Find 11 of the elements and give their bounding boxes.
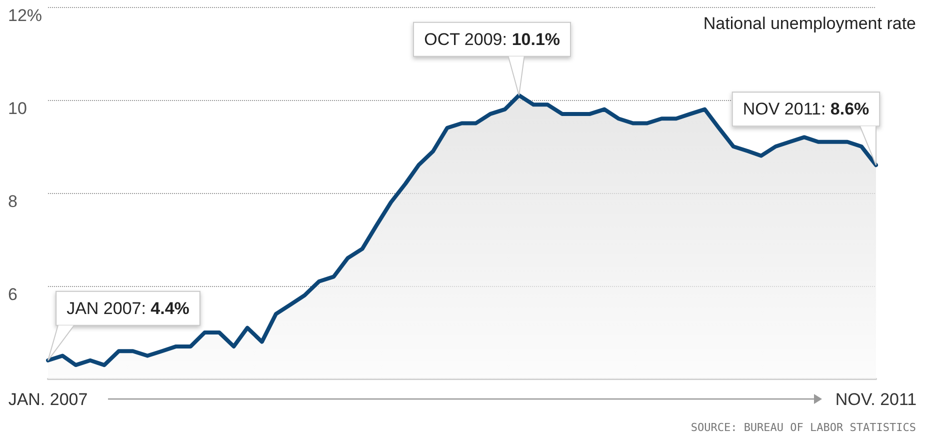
y-tick-label: 6 xyxy=(8,285,18,304)
chart-title: National unemployment rate xyxy=(703,14,916,33)
annotation: JAN 2007: 4.4% xyxy=(66,298,190,318)
annotation: OCT 2009: 10.1% xyxy=(424,30,560,49)
y-tick-label: 10 xyxy=(8,99,27,118)
annotation: NOV 2011: 8.6% xyxy=(742,100,870,119)
y-tick-label: 8 xyxy=(8,192,18,211)
source-note: SOURCE: BUREAU OF LABOR STATISTICS xyxy=(690,421,916,434)
x-tick-label: JAN. 2007 xyxy=(8,390,88,409)
x-tick-label: NOV. 2011 xyxy=(835,390,917,409)
y-tick-label: 12% xyxy=(8,6,42,25)
